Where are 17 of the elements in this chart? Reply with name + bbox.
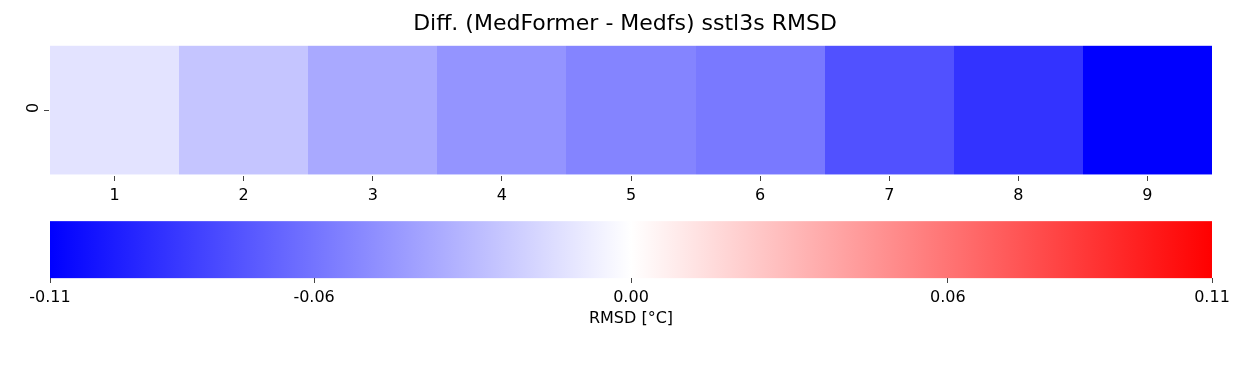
y-tick-label: 0: [22, 102, 42, 113]
color-bar-label: 0.11: [1194, 286, 1230, 306]
x-tick-label: 3: [367, 185, 378, 204]
color-bar-label: 0.00: [613, 286, 649, 306]
color-bar-label: -0.06: [293, 286, 335, 306]
color-bar-title: RMSD [°C]: [588, 307, 674, 327]
x-tick-label: 8: [1013, 185, 1024, 204]
color-bar-label: -0.11: [29, 286, 71, 306]
x-tick-label: 7: [884, 185, 895, 204]
chart-title: Diff. (MedFormer - Medfs) sstl3s RMSD: [413, 10, 837, 36]
x-tick-label: 2: [238, 185, 249, 204]
color-bar-label: 0.06: [930, 286, 966, 306]
x-tick-label: 9: [1142, 185, 1153, 204]
x-tick-label: 4: [496, 185, 507, 204]
x-tick-label: 6: [755, 185, 766, 204]
x-tick-label: 5: [625, 185, 637, 204]
x-tick-label: 1: [109, 185, 120, 204]
